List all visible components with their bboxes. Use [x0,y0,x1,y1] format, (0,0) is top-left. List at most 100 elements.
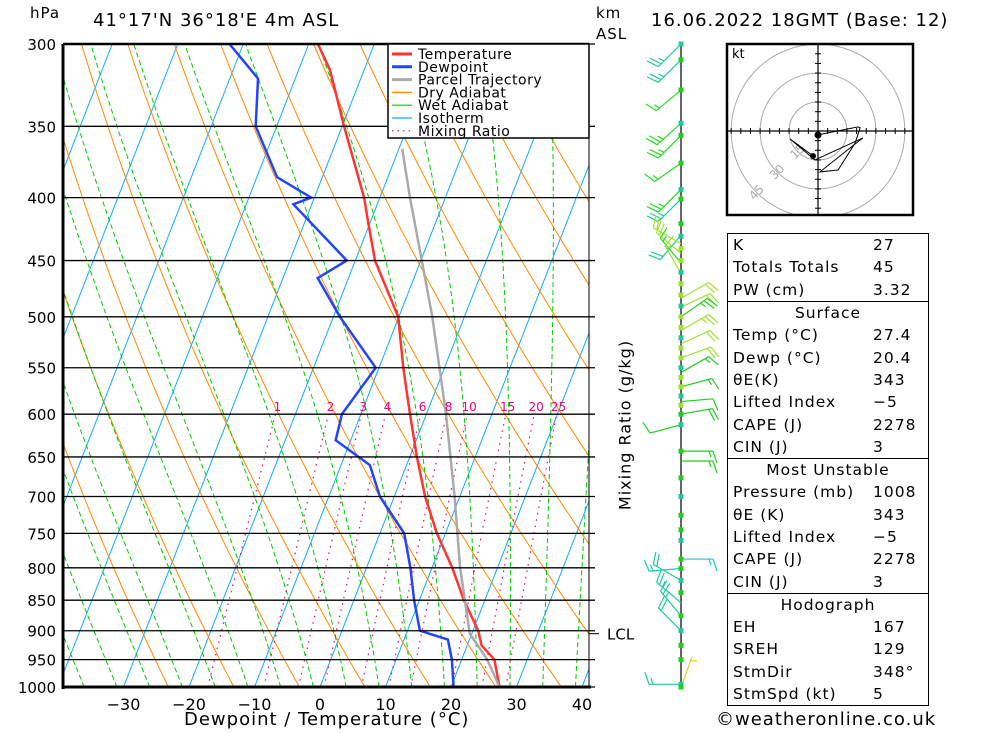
wind-barb [643,559,682,572]
wind-level-dot [678,132,684,138]
wind-barbs [642,41,720,690]
stats-section: K 27 Totals Totals 45 PW (cm) 3.32 [728,234,928,302]
wind-level-dot [678,281,684,287]
stats-label: θE(K) [733,370,780,389]
wind-level-dot [678,57,684,63]
lcl-label: LCL [607,626,635,644]
pressure-tick-label: 300 [27,36,56,54]
wind-level-dot [678,590,684,596]
wet-adiabat-line [245,44,413,687]
mixing-ratio-axis-label: Mixing Ratio (g/kg) [615,339,635,511]
wind-barb [652,551,682,581]
wind-level-dot [678,374,684,380]
wind-level-dot [678,565,684,571]
mixing-ratio-label: 8 [445,400,453,414]
wind-level-dot [678,160,684,166]
wind-level-dot [678,422,684,428]
dry-adiabat-line [405,44,589,371]
wind-level-dot [678,512,684,518]
pressure-tick-label: 650 [27,449,56,467]
isotherm-line [63,44,244,508]
isotherm-line [123,44,375,687]
hodograph-start-dot [814,131,822,139]
stats-section-title: Hodograph [780,595,876,614]
temperature-profile-line [316,44,501,687]
pressure-tick-label: 900 [27,623,56,641]
stats-section-title: Surface [794,304,862,323]
wind-level-dot [678,577,684,583]
pressure-tick-label: 750 [27,525,56,543]
isotherm-line [63,44,113,172]
pressure-tick-label: 600 [27,406,56,424]
legend-label: Temperature [417,47,512,63]
wind-level-dot [678,258,684,264]
x-tick-label: −20 [172,695,206,714]
wind-level-dot [678,494,684,500]
copyright: ©weatheronline.co.uk [716,709,937,730]
wind-level-dot [678,221,684,227]
wind-barb [646,43,682,68]
stats-value: 2278 [873,550,917,569]
wind-barb [680,377,720,390]
isotherm-line [63,44,179,340]
x-tick-label: 0 [315,695,325,714]
legend-label: Parcel Trajectory [418,73,542,89]
stats-label: CAPE (J) [733,415,804,434]
hodograph-unit-label: kt [732,47,745,62]
dry-adiabat-line [313,44,589,546]
dry-adiabat-line [359,44,589,458]
wet-adiabat-line [63,75,282,687]
stats-label: θE (K) [733,505,786,524]
stats-value: 27 [873,236,895,255]
stats-section-title: Most Unstable [766,461,890,480]
stats-value: 45 [873,258,895,277]
dry-adiabat-line [127,44,431,687]
pressure-tick-label: 550 [27,360,56,378]
wind-level-dot [678,411,684,417]
stats-label: K [733,236,745,255]
stats-label: Lifted Index [733,393,837,412]
wind-barb [659,227,682,264]
x-tick-label: −10 [238,695,272,714]
wind-level-dot [678,475,684,481]
stats-row: SREH 129 [728,638,928,660]
wind-level-dot [678,87,684,93]
location-title: 41°17'N 36°18'E 4m ASL [93,10,340,31]
wet-adiabat-line [184,44,380,687]
hodograph-storm-dot [810,153,816,159]
mixing-ratio-line [360,414,422,687]
x-tick-label: −30 [107,695,141,714]
wind-level-dot [678,642,684,648]
wind-barb [645,89,682,112]
wind-barb [646,189,682,213]
stats-row: StmDir 348° [728,661,928,683]
wind-barb [644,162,682,183]
stats-row: StmSpd (kt) 5 [728,683,928,705]
wind-barb [648,234,682,261]
stats-value: 348° [873,662,915,681]
wind-barb [680,346,720,359]
wind-level-dot [678,41,684,47]
wind-level-dot [678,556,684,562]
mixing-ratio-label: 15 [500,400,515,414]
wind-level-dot [678,365,684,371]
stats-row: θE (K) 343 [728,504,928,526]
wind-level-dot [678,657,684,663]
mixing-ratio-label: 3 [359,400,367,414]
pressure-tick-label: 800 [27,560,56,578]
stats-row: Dewp (°C) 20.4 [728,346,928,368]
stats-row: EH 167 [728,616,928,638]
wind-barb [659,580,682,617]
stats-label: SREH [733,640,780,659]
wind-barb [655,570,682,604]
stats-section: Most Unstable Pressure (mb) 1008 θE (K) 343 L… [728,459,928,594]
dry-adiabat-line [452,44,589,286]
stats-value: 20.4 [873,348,912,367]
pressure-tick-label: 950 [27,652,56,670]
isotherm-line [516,499,589,687]
hodograph-frame [725,42,915,217]
wind-level-dot [678,393,684,399]
wind-barb [680,314,719,332]
wind-level-dot [678,324,684,330]
wind-barb [680,329,720,345]
